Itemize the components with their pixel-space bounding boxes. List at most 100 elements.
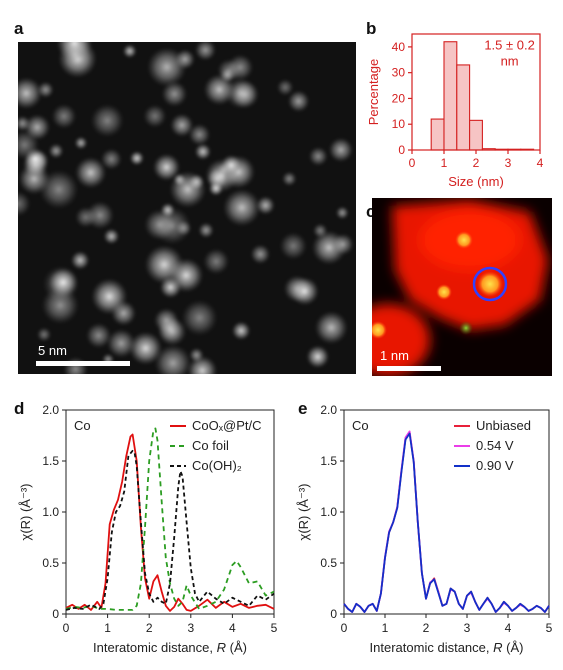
- nanoparticle: [220, 154, 242, 176]
- y-tick-label: 0: [330, 607, 337, 621]
- nanoparticle: [18, 77, 43, 110]
- nanoparticle: [90, 104, 124, 137]
- nanoparticle: [181, 299, 218, 336]
- nanoparticle: [86, 322, 112, 349]
- nanoparticle: [74, 136, 88, 150]
- series-line: [343, 430, 550, 613]
- y-tick-label-b: 30: [392, 66, 406, 80]
- nanoparticle: [48, 143, 64, 159]
- x-tick-label: 3: [464, 621, 471, 635]
- x-tick-label-b: 3: [505, 156, 512, 170]
- x-tick-label-b: 4: [537, 156, 544, 170]
- nanoparticle: [63, 356, 88, 374]
- nanoparticle: [194, 42, 216, 61]
- y-tick-label-b: 20: [392, 91, 406, 105]
- x-axis-label: Interatomic distance, R (Å): [93, 640, 247, 655]
- panel-label-e: e: [298, 399, 307, 418]
- nanoparticle: [111, 300, 137, 326]
- y-tick-label: 1.0: [42, 505, 59, 519]
- x-tick-label: 5: [271, 621, 278, 635]
- nanoparticle: [147, 47, 187, 87]
- nanoparticle: [49, 268, 78, 297]
- nanoparticle: [314, 311, 348, 345]
- nanoparticle: [70, 251, 90, 270]
- legend-label: Co foil: [192, 438, 229, 453]
- panel-label-b: b: [366, 19, 376, 38]
- series-line: [65, 449, 275, 611]
- x-tick-label-b: 0: [409, 156, 416, 170]
- highlight-circle: [472, 266, 508, 302]
- nanoparticle: [56, 42, 93, 61]
- histogram-bar: [469, 119, 483, 151]
- histogram-bar: [443, 41, 458, 151]
- nanoparticle: [103, 228, 120, 245]
- series-line: [65, 427, 275, 611]
- y-axis-label: χ(R) (Å⁻³): [296, 483, 311, 540]
- nanoparticle: [203, 74, 235, 106]
- nanoparticle: [122, 44, 137, 58]
- element-label: Co: [74, 418, 91, 433]
- legend-label: Co(OH)₂: [192, 458, 242, 473]
- y-tick-label: 2.0: [42, 403, 59, 417]
- x-axis-label: Interatomic distance, R (Å): [370, 640, 524, 655]
- nanoparticle: [194, 143, 212, 160]
- nanoparticle: [256, 196, 275, 215]
- nanoparticle: [308, 146, 328, 166]
- nanoparticle: [203, 248, 230, 275]
- nanoparticle: [332, 233, 354, 255]
- nanoparticle: [36, 327, 52, 342]
- stem-image-panel-a: 5 nm: [18, 42, 356, 374]
- nanoparticle: [188, 123, 211, 146]
- legend-label: Unbiased: [476, 418, 531, 433]
- y-tick-label-b: 10: [392, 117, 406, 131]
- scale-bar-label-c: 1 nm: [380, 348, 409, 363]
- nanoparticle: [170, 113, 194, 137]
- nanoparticle: [143, 104, 167, 128]
- x-tick-label: 3: [187, 621, 194, 635]
- x-tick-label: 4: [229, 621, 236, 635]
- nanoparticle: [24, 114, 51, 141]
- nanoparticle: [276, 79, 294, 96]
- histogram-bar: [430, 118, 445, 151]
- axes-frame: [343, 409, 550, 615]
- nanoparticle: [18, 191, 31, 217]
- size-annotation-line2: nm: [501, 53, 519, 68]
- nanoparticle: [106, 328, 136, 358]
- y-tick-label-b: 40: [392, 40, 406, 54]
- histogram-bar: [456, 64, 471, 151]
- nanoparticle: [290, 277, 319, 306]
- series-line: [343, 432, 550, 613]
- y-axis-label-b: Percentage: [366, 59, 381, 126]
- nanoparticle: [37, 81, 54, 98]
- nanoparticle: [189, 347, 204, 363]
- nanoparticle: [153, 207, 191, 245]
- legend-label: CoOₓ@Pt/C: [192, 418, 261, 433]
- x-tick-label: 2: [423, 621, 430, 635]
- scale-bar-a: [36, 361, 130, 366]
- y-tick-label: 1.0: [320, 505, 337, 519]
- nanoparticle: [223, 188, 261, 227]
- nanoparticle: [231, 321, 251, 340]
- nanoparticle: [144, 245, 184, 285]
- nanoparticle: [157, 316, 183, 341]
- nanoparticle: [287, 90, 310, 113]
- nanoparticle: [328, 137, 353, 163]
- nanoparticle: [75, 157, 107, 189]
- series-line: [65, 433, 275, 612]
- nanoparticle: [169, 171, 207, 208]
- y-axis-label: χ(R) (Å⁻³): [18, 483, 33, 540]
- series-line: [343, 431, 550, 613]
- element-label: Co: [352, 418, 369, 433]
- legend-label: 0.90 V: [476, 458, 514, 473]
- nanoparticle: [161, 81, 188, 107]
- legend-label: 0.54 V: [476, 438, 514, 453]
- nanoparticle: [129, 331, 163, 365]
- nanoparticle: [51, 104, 77, 129]
- y-tick-label: 1.5: [42, 454, 59, 468]
- exafs-plot-panel-d: 0 1 2 3 4 5 0 0.5 1.0 1.5 2.0 Interatomic distance,…: [18, 403, 278, 655]
- elemental-map-panel-c: 1 nm: [372, 198, 552, 376]
- nanoparticle: [335, 206, 349, 220]
- x-tick-label: 1: [382, 621, 389, 635]
- x-tick-label: 4: [505, 621, 512, 635]
